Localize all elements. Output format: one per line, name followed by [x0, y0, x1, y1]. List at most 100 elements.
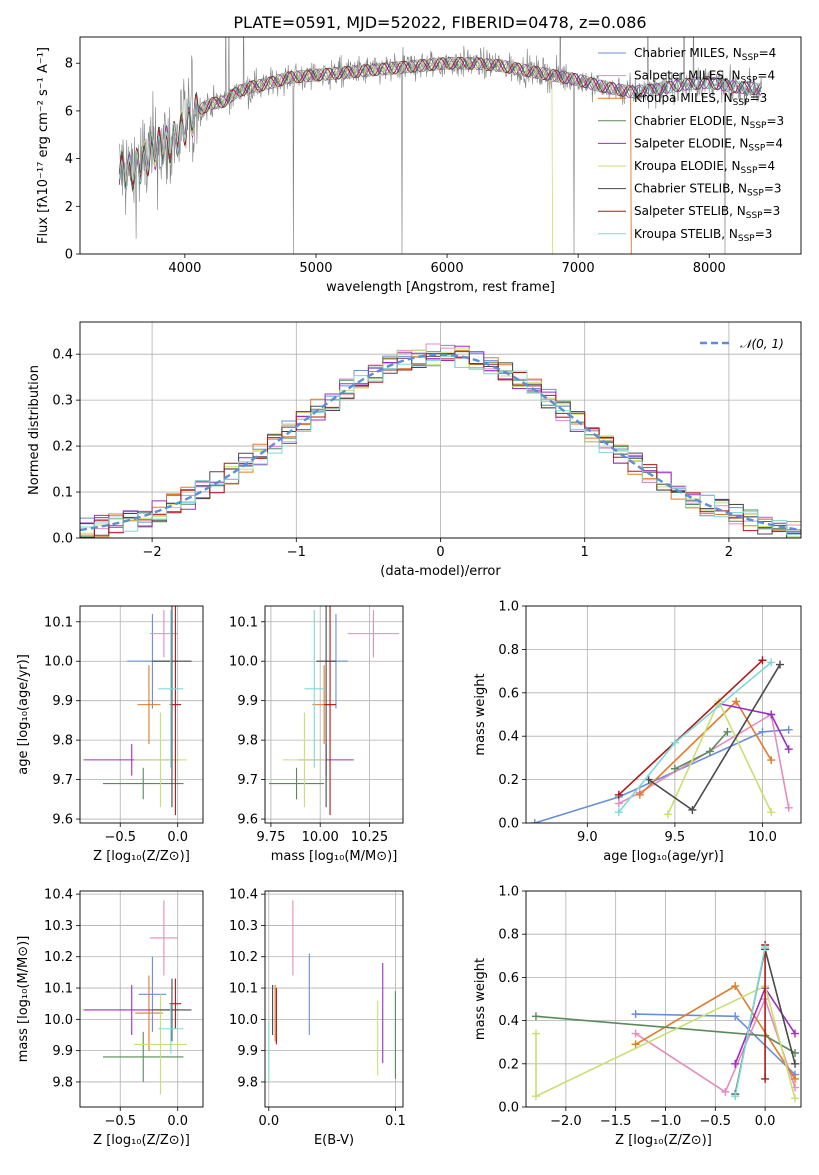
panel-spectrum: 4000 5000 6000 7000 8000 0 2 4 6 8 wavelength [Ang… [36, 36, 802, 295]
plot-area-age_vs_mass [268, 606, 400, 816]
mass-weight-line-kroupa-stelib [618, 661, 772, 813]
errorbar-kroupa-elodie [134, 994, 187, 1095]
x-tick-label: −0.5 [700, 1114, 732, 1129]
y-axis-label: Flux [fλ10⁻¹⁷ erg cm⁻² s⁻¹ A⁻¹] [36, 47, 51, 244]
panel-massweight_vs_Z: −2.0 −1.5 −1.0 −0.5 0.0 0.0 0.2 0.4 0.6 0.8 1.0 Z [… [473, 885, 802, 1148]
x-tick-label: 0.0 [167, 830, 188, 845]
plot-area-massweight_vs_Z [531, 941, 800, 1103]
y-tick-label: 9.7 [237, 773, 258, 788]
errorbar-kroupa-stelib [158, 1003, 184, 1054]
point-marker-salpeter-elodie [791, 1029, 800, 1038]
y-tick-label: 10.0 [229, 655, 258, 670]
x-tick-label: 4000 [168, 261, 201, 276]
axes-frame [79, 605, 204, 824]
y-tick-label: 10.0 [229, 1013, 258, 1028]
model-spectrum-salpeter-miles [118, 56, 632, 254]
axes-frame [264, 605, 404, 824]
y-tick-label: 10.0 [44, 1013, 73, 1028]
mass-weight-line-kroupa-stelib [734, 947, 766, 1097]
errorbar-kroupa-miles [135, 975, 163, 1051]
y-tick-label: 9.6 [237, 813, 258, 828]
x-axis-label: Z [log₁₀(Z/Z⊙)] [93, 849, 190, 864]
point-marker-chabrier-stelib [688, 805, 697, 814]
x-tick-label: 0.0 [755, 1114, 776, 1129]
y-tick-label: 1.0 [498, 600, 519, 615]
y-tick-label: 0.8 [498, 928, 519, 943]
x-tick-label: −0.5 [104, 1114, 136, 1129]
x-tick-label: −0.5 [104, 830, 136, 845]
y-tick-label: 1.0 [498, 885, 519, 900]
y-tick-label: 9.7 [52, 773, 73, 788]
y-axis-label: mass [log₁₀(M/M⊙)] [16, 936, 31, 1063]
x-tick-label: 9.5 [665, 830, 686, 845]
panel-age_vs_mass: 9.75 10.00 10.25 9.6 9.7 9.8 9.9 10.0 10.1 mass [… [229, 605, 404, 864]
y-tick-label: 9.8 [52, 734, 73, 749]
y-tick-label: 10.1 [44, 615, 73, 630]
point-marker-kroupa-miles [635, 790, 644, 799]
mass-weight-line-salpeter-stelib [618, 659, 764, 796]
point-marker-kroupa-stelib [761, 943, 770, 952]
y-axis-label: age [log₁₀(age/yr)] [16, 654, 31, 775]
plot-area-mass_vs_Z [83, 900, 192, 1095]
point-marker-kroupa-elodie [663, 810, 672, 819]
y-tick-label: 0.6 [498, 971, 519, 986]
errorbar-chabrier-miles [138, 956, 167, 1032]
x-tick-label: 10.25 [351, 830, 388, 845]
mass-weight-line-chabrier-miles [534, 728, 789, 823]
model-spectrum-kroupa-miles [118, 56, 632, 254]
point-marker-chabrier-stelib [775, 660, 784, 669]
errorbar-kroupa-miles [137, 665, 161, 745]
errorbar-salpeter-miles [150, 900, 178, 976]
y-tick-label: 0.0 [498, 1101, 519, 1116]
point-marker-chabrier-miles [631, 1010, 640, 1019]
x-axis-label: Z [log₁₀(Z/Z⊙)] [93, 1133, 190, 1148]
panel-residuals: −2 −1 0 1 2 0.0 0.1 0.2 0.3 0.4 (data-model)/error… [27, 321, 802, 579]
point-marker-salpeter-stelib [761, 1074, 770, 1083]
y-tick-label: 0.2 [498, 1057, 519, 1072]
y-tick-label: 0.6 [498, 686, 519, 701]
x-axis-label: E(B-V) [314, 1133, 354, 1148]
x-axis-label: Z [log₁₀(Z/Z⊙)] [615, 1133, 712, 1148]
normal-curve-line [80, 353, 801, 532]
panel-mass_vs_EBV: 0.0 0.1 9.8 9.9 10.0 10.1 10.2 10.3 10.4 E(B-V) [229, 888, 406, 1148]
point-marker-kroupa-miles [731, 982, 740, 991]
x-tick-label: 5000 [299, 261, 332, 276]
legend-label-kroupa-elodie: Kroupa ELODIE, NSSP=4 [634, 159, 775, 176]
plot-area-mass_vs_EBV [268, 900, 396, 1082]
point-marker-kroupa-stelib [670, 738, 679, 747]
histogram-kroupa-stelib [80, 356, 801, 535]
point-marker-kroupa-miles [732, 697, 741, 706]
axes-frame [79, 890, 204, 1108]
errorbar-chabrier-stelib [152, 978, 192, 1042]
point-marker-kroupa-elodie [791, 1094, 800, 1103]
errorbar-salpeter-miles [347, 609, 400, 658]
legend-label-salpeter-elodie: Salpeter ELODIE, NSSP=4 [634, 136, 783, 153]
x-tick-label: −2 [143, 545, 162, 560]
y-tick-label: 0.4 [498, 730, 519, 745]
plot-area-massweight_vs_age [530, 656, 793, 823]
errorbar-salpeter-stelib [324, 606, 336, 816]
x-tick-label: 8000 [693, 261, 726, 276]
y-tick-label: 0.0 [498, 817, 519, 832]
x-tick-label: 1 [581, 545, 589, 560]
point-marker-salpeter-elodie [767, 710, 776, 719]
axes-frame [79, 321, 802, 539]
x-tick-label: 6000 [431, 261, 464, 276]
errorbar-chabrier-stelib [316, 606, 336, 808]
point-marker-chabrier-stelib [791, 1059, 800, 1068]
errorbar-kroupa-elodie [282, 712, 327, 808]
axes-frame [79, 36, 802, 255]
legend-label-kroupa-miles: Kroupa MILES, NSSP=3 [634, 91, 767, 108]
point-marker-kroupa-elodie [531, 1029, 540, 1038]
errorbar-salpeter-stelib [169, 978, 182, 1029]
y-axis-label: mass weight [473, 673, 488, 755]
y-tick-label: 0.4 [498, 1014, 519, 1029]
y-tick-label: 8 [65, 57, 73, 72]
mass-weight-line-kroupa-elodie [535, 984, 796, 1099]
y-tick-label: 9.9 [52, 694, 73, 709]
point-marker-chabrier-elodie [670, 764, 679, 773]
point-marker-kroupa-miles [767, 756, 776, 765]
x-tick-label: 0.0 [258, 1114, 279, 1129]
axes-frame [525, 605, 802, 824]
